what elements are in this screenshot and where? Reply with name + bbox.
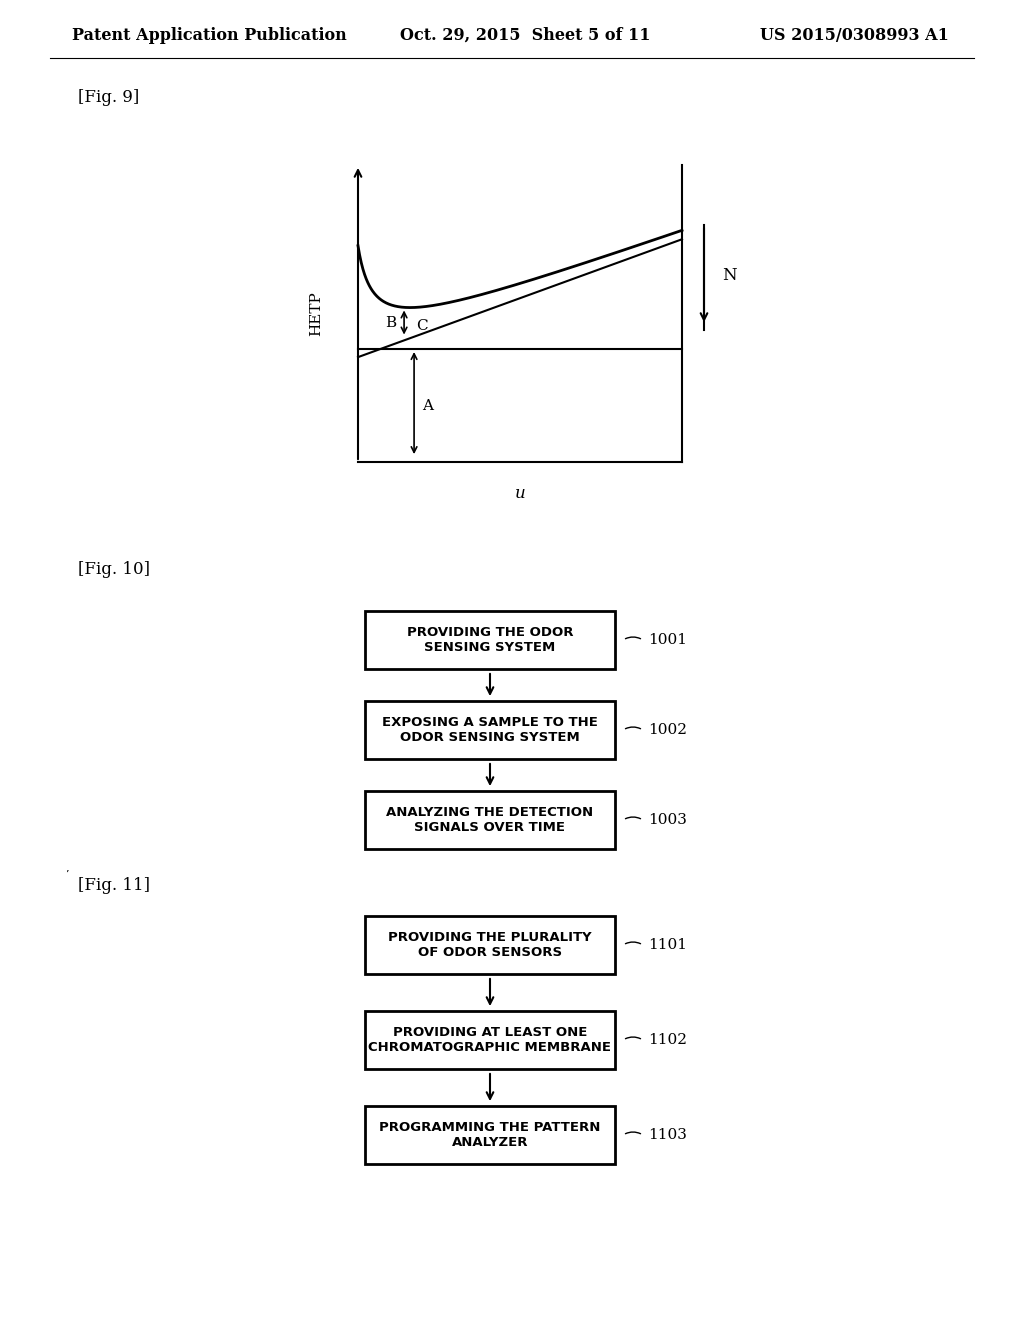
Bar bbox=[365, 701, 615, 759]
Text: Patent Application Publication: Patent Application Publication bbox=[72, 26, 347, 44]
Text: C: C bbox=[416, 319, 428, 334]
Text: u: u bbox=[515, 486, 525, 503]
Text: [Fig. 11]: [Fig. 11] bbox=[78, 876, 150, 894]
Text: 1002: 1002 bbox=[648, 723, 687, 737]
Bar bbox=[365, 1106, 615, 1164]
Text: A: A bbox=[422, 399, 433, 413]
Bar bbox=[365, 791, 615, 849]
Text: ANALYZING THE DETECTION
SIGNALS OVER TIME: ANALYZING THE DETECTION SIGNALS OVER TIM… bbox=[386, 807, 594, 834]
Text: B: B bbox=[385, 315, 396, 330]
Text: PROVIDING AT LEAST ONE
CHROMATOGRAPHIC MEMBRANE: PROVIDING AT LEAST ONE CHROMATOGRAPHIC M… bbox=[369, 1026, 611, 1053]
Bar bbox=[365, 1011, 615, 1069]
Text: 1003: 1003 bbox=[648, 813, 687, 828]
Text: 1101: 1101 bbox=[648, 939, 687, 952]
Text: 1103: 1103 bbox=[648, 1129, 687, 1142]
Text: US 2015/0308993 A1: US 2015/0308993 A1 bbox=[760, 26, 949, 44]
Text: N: N bbox=[722, 267, 736, 284]
Text: PROVIDING THE ODOR
SENSING SYSTEM: PROVIDING THE ODOR SENSING SYSTEM bbox=[407, 626, 573, 653]
Text: ’: ’ bbox=[65, 870, 69, 880]
Text: PROGRAMMING THE PATTERN
ANALYZER: PROGRAMMING THE PATTERN ANALYZER bbox=[379, 1121, 601, 1148]
Text: [Fig. 9]: [Fig. 9] bbox=[78, 90, 139, 107]
Text: Oct. 29, 2015  Sheet 5 of 11: Oct. 29, 2015 Sheet 5 of 11 bbox=[400, 26, 650, 44]
Text: 1102: 1102 bbox=[648, 1034, 687, 1047]
Text: PROVIDING THE PLURALITY
OF ODOR SENSORS: PROVIDING THE PLURALITY OF ODOR SENSORS bbox=[388, 931, 592, 960]
Bar bbox=[365, 916, 615, 974]
Text: HETP: HETP bbox=[309, 292, 323, 335]
Text: EXPOSING A SAMPLE TO THE
ODOR SENSING SYSTEM: EXPOSING A SAMPLE TO THE ODOR SENSING SY… bbox=[382, 715, 598, 744]
Text: [Fig. 10]: [Fig. 10] bbox=[78, 561, 150, 578]
Bar bbox=[365, 611, 615, 669]
Text: 1001: 1001 bbox=[648, 634, 687, 647]
